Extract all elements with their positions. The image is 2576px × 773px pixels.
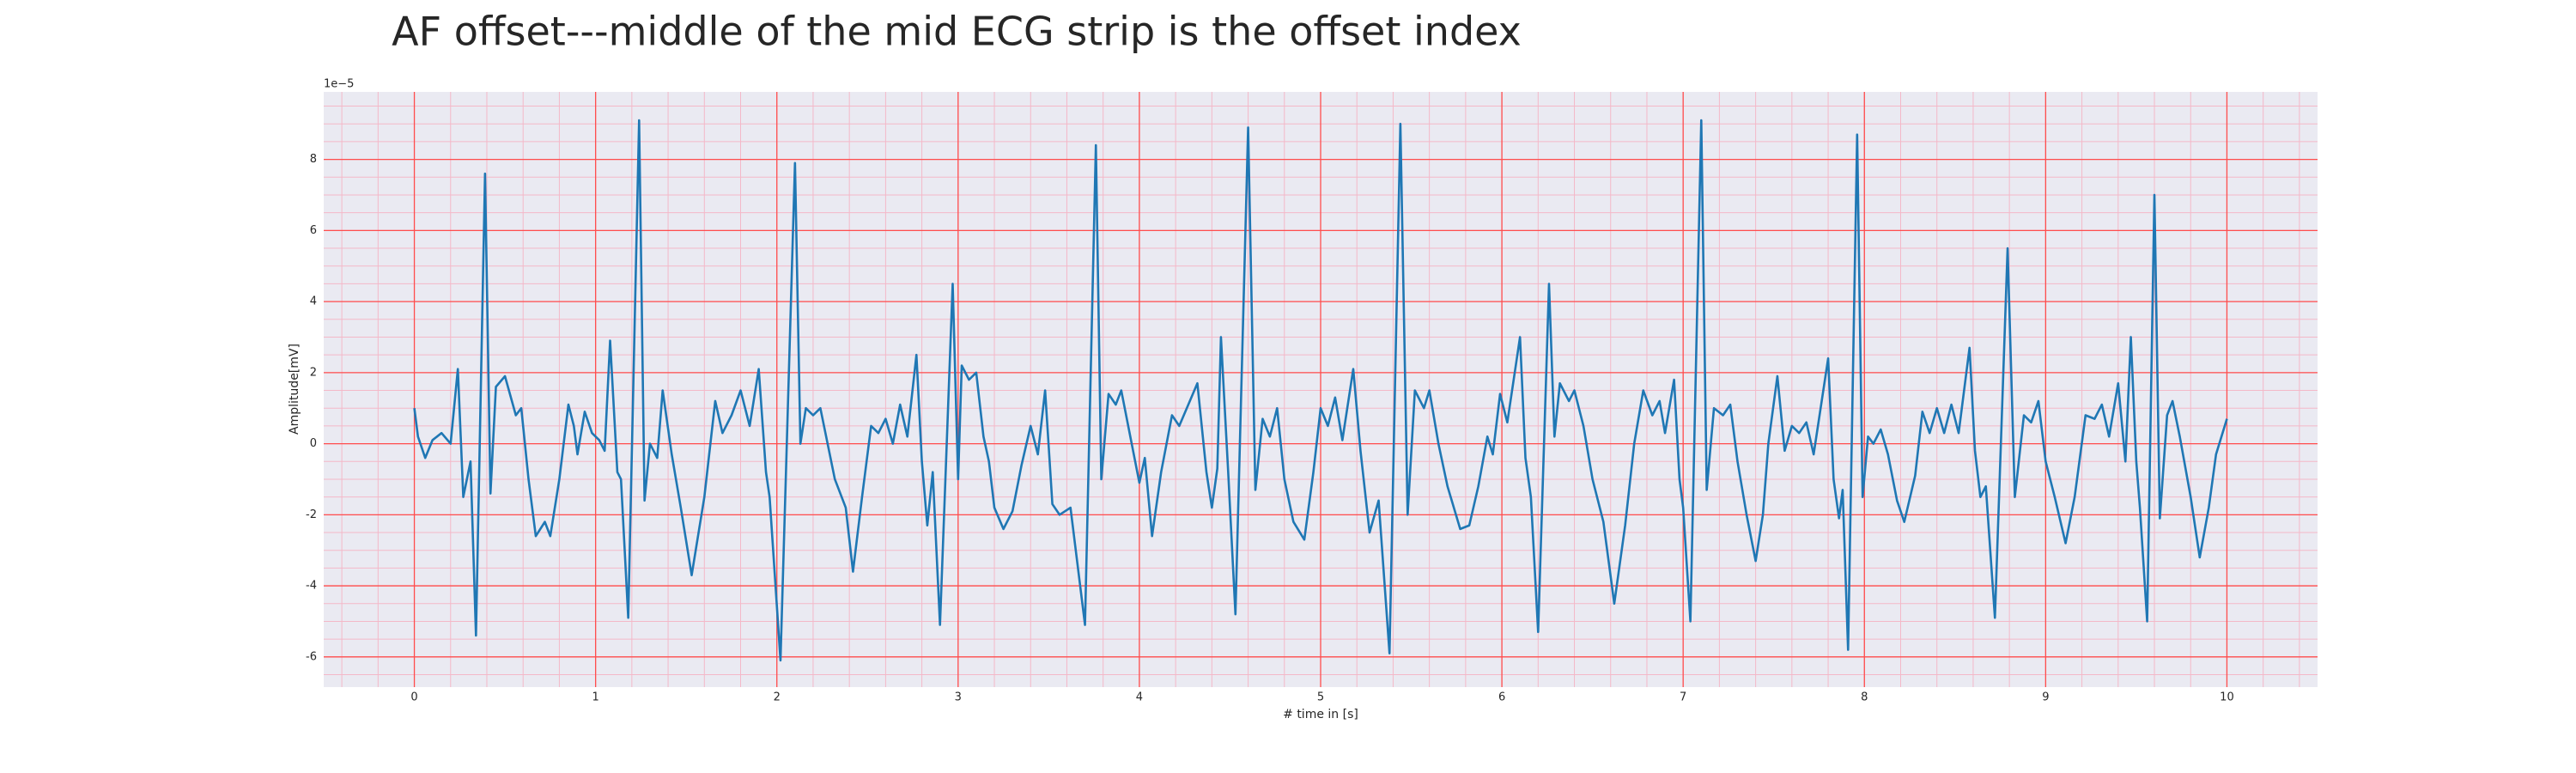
y-tick-label: -4: [306, 580, 317, 593]
y-axis-label: Amplitude[mV]: [288, 344, 301, 435]
y-tick-label: 4: [310, 295, 317, 308]
x-tick-label: 8: [1861, 691, 1868, 704]
x-axis-label: # time in [s]: [1283, 708, 1358, 721]
y-tick-label: 2: [310, 366, 317, 379]
x-tick-label: 5: [1317, 691, 1324, 704]
plot-area: [324, 92, 2318, 687]
y-tick-label: -6: [306, 650, 317, 663]
x-tick-label: 2: [774, 691, 781, 704]
x-tick-label: 0: [410, 691, 417, 704]
x-tick-label: 9: [2042, 691, 2049, 704]
x-tick-label: 4: [1136, 691, 1143, 704]
x-tick-label: 6: [1498, 691, 1505, 704]
y-tick-label: 6: [310, 224, 317, 237]
y-tick-label: 0: [310, 437, 317, 450]
y-tick-label: 8: [310, 153, 317, 166]
y-tick-label: -2: [306, 508, 317, 521]
x-tick-label: 1: [592, 691, 598, 704]
chart-title: AF offset---middle of the mid ECG strip …: [392, 9, 1522, 55]
y-offset-label: 1e−5: [324, 78, 354, 91]
ecg-line: [413, 119, 2228, 662]
x-tick-label: 10: [2220, 691, 2234, 704]
x-tick-label: 3: [955, 691, 962, 704]
x-tick-label: 7: [1680, 691, 1686, 704]
